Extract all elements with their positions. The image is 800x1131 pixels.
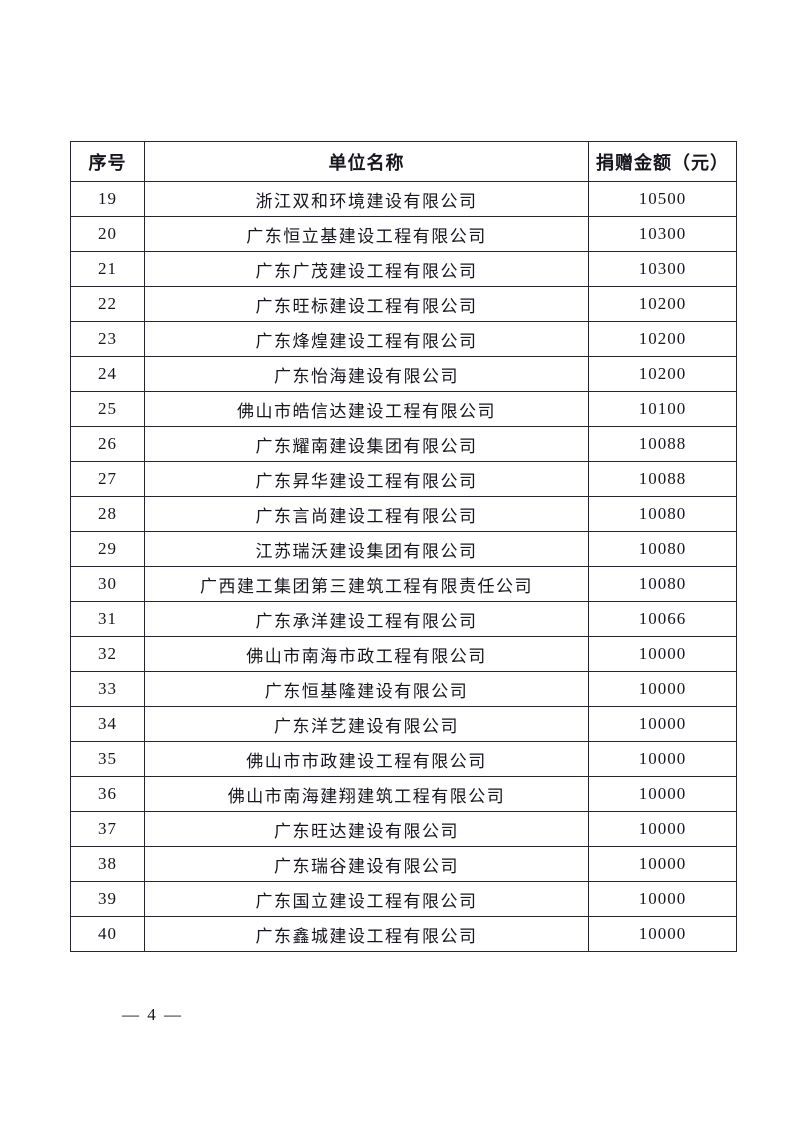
table-row: 25 佛山市皓信达建设工程有限公司 10100 — [70, 391, 737, 427]
row-number-cell: 38 — [70, 846, 145, 882]
row-number-cell: 21 — [70, 251, 145, 287]
company-name-cell: 广东恒立基建设工程有限公司 — [144, 216, 589, 252]
table-row: 30 广西建工集团第三建筑工程有限责任公司 10080 — [70, 566, 737, 602]
company-name-cell: 广东国立建设工程有限公司 — [144, 881, 589, 917]
row-number-cell: 23 — [70, 321, 145, 357]
company-name-cell: 佛山市市政建设工程有限公司 — [144, 741, 589, 777]
row-number-cell: 19 — [70, 181, 145, 217]
row-number-cell: 27 — [70, 461, 145, 497]
row-number-cell: 30 — [70, 566, 145, 602]
amount-cell: 10200 — [588, 286, 737, 322]
table-row: 21 广东广茂建设工程有限公司 10300 — [70, 251, 737, 287]
company-name-cell: 广东耀南建设集团有限公司 — [144, 426, 589, 462]
row-number-cell: 34 — [70, 706, 145, 742]
company-name-cell: 广东昇华建设工程有限公司 — [144, 461, 589, 497]
col-header-index: 序号 — [70, 141, 145, 182]
table-row: 27 广东昇华建设工程有限公司 10088 — [70, 461, 737, 497]
amount-cell: 10300 — [588, 251, 737, 287]
table-row: 37 广东旺达建设有限公司 10000 — [70, 811, 737, 847]
row-number-cell: 24 — [70, 356, 145, 392]
amount-cell: 10088 — [588, 461, 737, 497]
col-header-company-name: 单位名称 — [144, 141, 589, 182]
table-row: 36 佛山市南海建翔建筑工程有限公司 10000 — [70, 776, 737, 812]
table-row: 31 广东承洋建设工程有限公司 10066 — [70, 601, 737, 637]
amount-cell: 10000 — [588, 916, 737, 952]
col-header-donation-amount: 捐赠金额（元） — [588, 141, 737, 182]
donation-table-body: 19 浙江双和环境建设有限公司 10500 20 广东恒立基建设工程有限公司 10300 2… — [70, 181, 737, 952]
row-number-cell: 25 — [70, 391, 145, 427]
table-row: 20 广东恒立基建设工程有限公司 10300 — [70, 216, 737, 252]
amount-cell: 10000 — [588, 811, 737, 847]
amount-cell: 10500 — [588, 181, 737, 217]
amount-cell: 10100 — [588, 391, 737, 427]
company-name-cell: 佛山市南海建翔建筑工程有限公司 — [144, 776, 589, 812]
company-name-cell: 广东旺标建设工程有限公司 — [144, 286, 589, 322]
table-row: 33 广东恒基隆建设有限公司 10000 — [70, 671, 737, 707]
amount-cell: 10300 — [588, 216, 737, 252]
row-number-cell: 22 — [70, 286, 145, 322]
amount-cell: 10200 — [588, 321, 737, 357]
company-name-cell: 广东鑫城建设工程有限公司 — [144, 916, 589, 952]
row-number-cell: 39 — [70, 881, 145, 917]
donation-table: 序号 单位名称 捐赠金额（元） 19 浙江双和环境建设有限公司 10500 20 广东恒… — [70, 141, 737, 952]
table-row: 34 广东洋艺建设有限公司 10000 — [70, 706, 737, 742]
row-number-cell: 35 — [70, 741, 145, 777]
company-name-cell: 浙江双和环境建设有限公司 — [144, 181, 589, 217]
row-number-cell: 28 — [70, 496, 145, 532]
company-name-cell: 佛山市皓信达建设工程有限公司 — [144, 391, 589, 427]
company-name-cell: 广东洋艺建设有限公司 — [144, 706, 589, 742]
amount-cell: 10000 — [588, 776, 737, 812]
company-name-cell: 广东烽煌建设工程有限公司 — [144, 321, 589, 357]
company-name-cell: 广东承洋建设工程有限公司 — [144, 601, 589, 637]
table-row: 19 浙江双和环境建设有限公司 10500 — [70, 181, 737, 217]
header-row: 序号 单位名称 捐赠金额（元） — [70, 141, 737, 182]
company-name-cell: 广东瑞谷建设有限公司 — [144, 846, 589, 882]
row-number-cell: 20 — [70, 216, 145, 252]
row-number-cell: 36 — [70, 776, 145, 812]
amount-cell: 10080 — [588, 496, 737, 532]
amount-cell: 10000 — [588, 671, 737, 707]
table-row: 38 广东瑞谷建设有限公司 10000 — [70, 846, 737, 882]
company-name-cell: 广东恒基隆建设有限公司 — [144, 671, 589, 707]
row-number-cell: 33 — [70, 671, 145, 707]
row-number-cell: 40 — [70, 916, 145, 952]
row-number-cell: 29 — [70, 531, 145, 567]
company-name-cell: 广东旺达建设有限公司 — [144, 811, 589, 847]
table-row: 35 佛山市市政建设工程有限公司 10000 — [70, 741, 737, 777]
page-number: — 4 — — [122, 1005, 183, 1024]
amount-cell: 10000 — [588, 881, 737, 917]
amount-cell: 10088 — [588, 426, 737, 462]
table-row: 23 广东烽煌建设工程有限公司 10200 — [70, 321, 737, 357]
amount-cell: 10066 — [588, 601, 737, 637]
company-name-cell: 广东言尚建设工程有限公司 — [144, 496, 589, 532]
company-name-cell: 广东怡海建设有限公司 — [144, 356, 589, 392]
row-number-cell: 37 — [70, 811, 145, 847]
table-row: 39 广东国立建设工程有限公司 10000 — [70, 881, 737, 917]
table-row: 22 广东旺标建设工程有限公司 10200 — [70, 286, 737, 322]
amount-cell: 10080 — [588, 531, 737, 567]
amount-cell: 10000 — [588, 846, 737, 882]
table-row: 24 广东怡海建设有限公司 10200 — [70, 356, 737, 392]
amount-cell: 10000 — [588, 706, 737, 742]
amount-cell: 10000 — [588, 636, 737, 672]
company-name-cell: 广西建工集团第三建筑工程有限责任公司 — [144, 566, 589, 602]
amount-cell: 10080 — [588, 566, 737, 602]
donation-table-header: 序号 单位名称 捐赠金额（元） — [70, 141, 737, 182]
company-name-cell: 广东广茂建设工程有限公司 — [144, 251, 589, 287]
table-row: 26 广东耀南建设集团有限公司 10088 — [70, 426, 737, 462]
row-number-cell: 32 — [70, 636, 145, 672]
company-name-cell: 佛山市南海市政工程有限公司 — [144, 636, 589, 672]
row-number-cell: 31 — [70, 601, 145, 637]
table-row: 29 江苏瑞沃建设集团有限公司 10080 — [70, 531, 737, 567]
table-row: 32 佛山市南海市政工程有限公司 10000 — [70, 636, 737, 672]
amount-cell: 10000 — [588, 741, 737, 777]
table-row: 40 广东鑫城建设工程有限公司 10000 — [70, 916, 737, 952]
amount-cell: 10200 — [588, 356, 737, 392]
company-name-cell: 江苏瑞沃建设集团有限公司 — [144, 531, 589, 567]
row-number-cell: 26 — [70, 426, 145, 462]
table-row: 28 广东言尚建设工程有限公司 10080 — [70, 496, 737, 532]
